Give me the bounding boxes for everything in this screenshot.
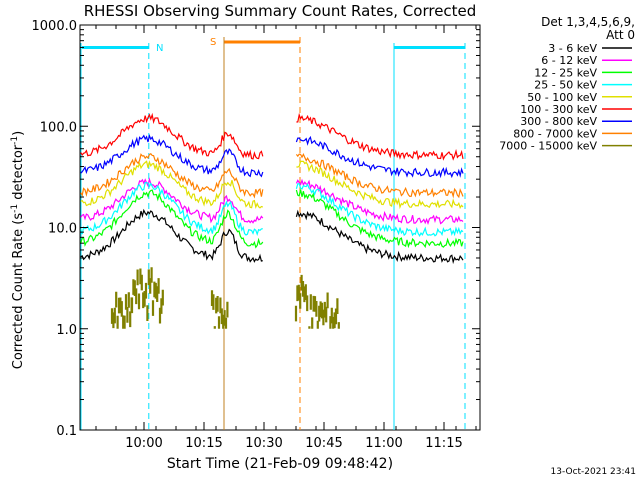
series-line [80,181,464,238]
legend-header-2: Att 0 [606,28,635,42]
legend-label: 300 - 800 keV [520,115,597,128]
legend-label: 100 - 300 keV [520,103,597,116]
y-tick-label: 1.0 [56,323,77,338]
series-line [80,112,464,161]
x-tick-label: 10:00 [125,436,162,451]
date-stamp: 13-Oct-2021 23:41 [551,467,636,477]
series-layer [80,112,464,329]
legend-label: 6 - 12 keV [541,54,597,67]
x-tick-label: 10:45 [305,436,342,451]
y-axis-label-sup1: -1 [10,204,20,213]
legend-label: 7000 - 15000 keV [499,140,597,153]
plot-border [79,24,481,431]
y-tick-label: 10.0 [48,222,77,237]
legend-header-1: Det 1,3,4,5,6,9, [541,15,635,29]
axes: 0.1 1.0 10.0 100.0 1000.0 10:00 10:15 10:30 10:4… [32,19,480,451]
series-line [80,160,464,210]
x-tick-label: 10:15 [185,436,222,451]
y-tick-label: 0.1 [56,424,77,439]
y-axis-label: Corrected Count Rate (s-1 detector-1) [10,131,26,369]
x-tick-label: 11:00 [365,436,402,451]
y-axis-label-end: ) [11,131,26,136]
legend-label: 50 - 100 keV [527,91,597,104]
plot-frame [79,24,481,431]
y-axis-label-mid: detector [11,144,26,204]
series-line [80,208,464,265]
y-tick-label: 1000.0 [32,19,78,34]
y-tick-label: 100.0 [40,120,77,135]
legend-label: 25 - 50 keV [534,79,597,92]
y-axis-label-sup2: -1 [10,136,20,145]
series-line [80,153,464,199]
night-label: N [156,43,163,54]
series-line [80,133,464,179]
x-tick-label: 10:30 [245,436,282,451]
saa-label: S [210,37,216,48]
chart-title: RHESSI Observing Summary Count Rates, Co… [84,2,477,20]
series-line [80,189,464,249]
legend-label: 800 - 7000 keV [513,127,597,140]
legend-label: 12 - 25 keV [534,66,597,79]
orbit-annotations: NS [80,37,466,430]
x-tick-label: 11:15 [425,436,462,451]
y-axis-label-main: Corrected Count Rate (s [11,213,26,370]
series-7000-15000-kev [110,267,340,329]
legend-label: 3 - 6 keV [548,42,597,55]
series-line [80,176,464,226]
x-axis-label: Start Time (21-Feb-09 09:48:42) [167,456,393,472]
